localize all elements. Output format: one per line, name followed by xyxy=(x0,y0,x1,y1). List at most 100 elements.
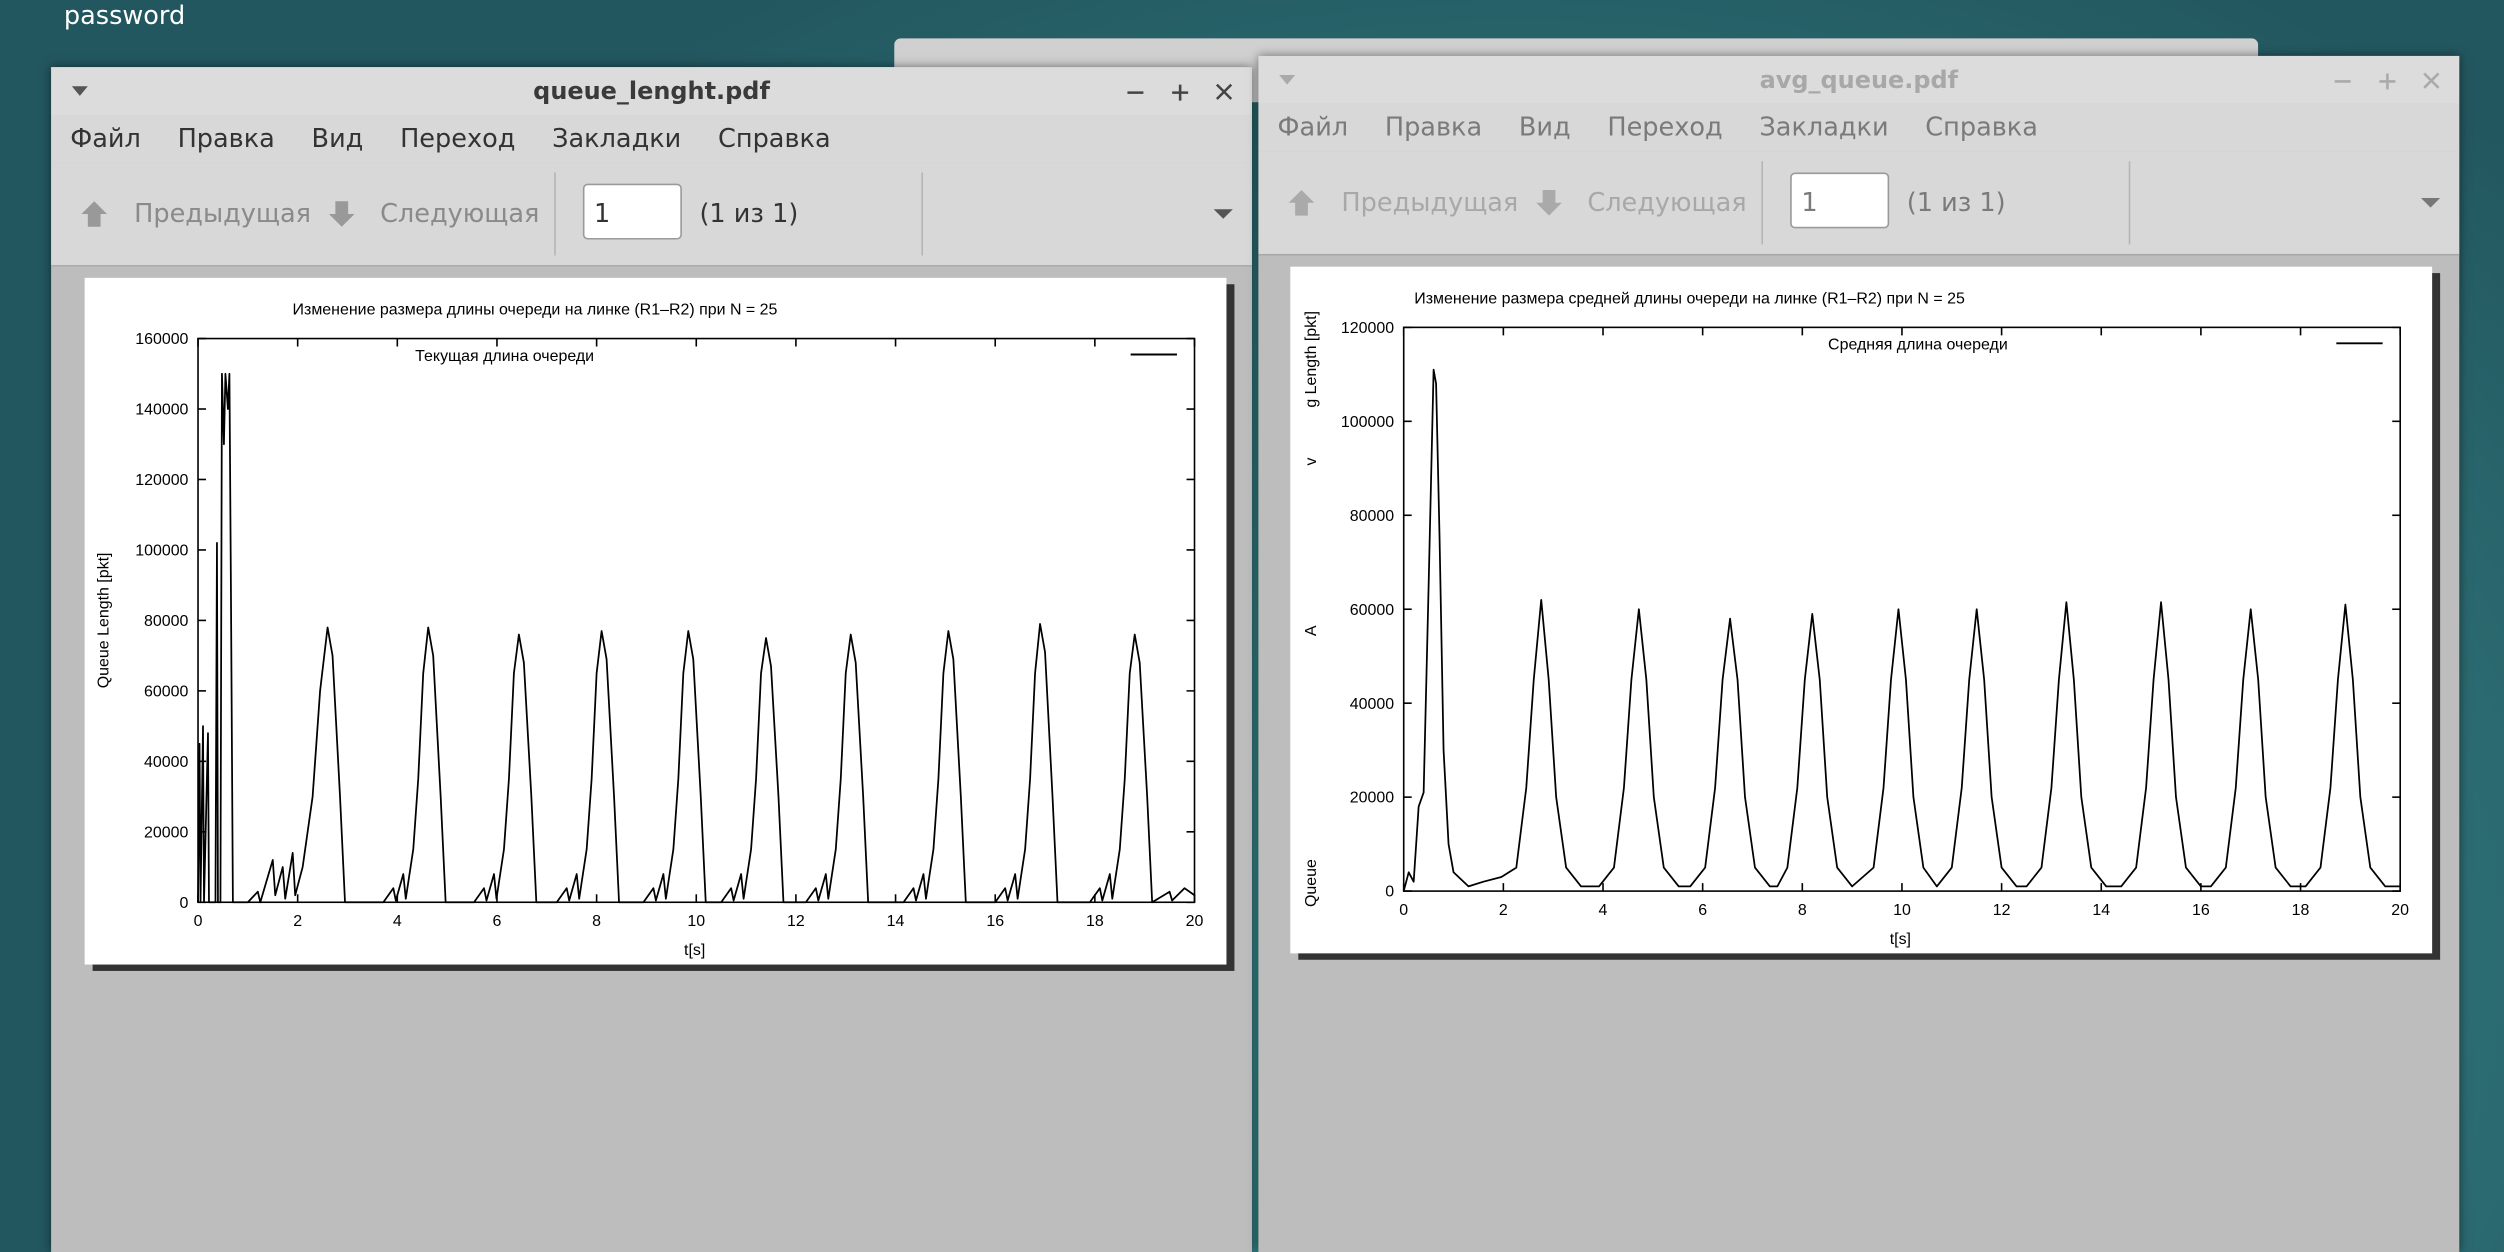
separator xyxy=(1761,161,1764,245)
window-controls[interactable] xyxy=(1124,80,1245,106)
y-tick-label: 160000 xyxy=(135,331,188,348)
menu-item[interactable]: Переход xyxy=(1607,111,1723,143)
prev-icon[interactable] xyxy=(78,198,110,230)
title-bar: avg_queue.pdf xyxy=(1258,55,2460,104)
y-tick-label: 140000 xyxy=(135,402,188,419)
x-tick-label: 18 xyxy=(2292,902,2310,919)
window-controls[interactable] xyxy=(2332,69,2453,95)
x-tick-label: 2 xyxy=(293,913,302,930)
desktop-label[interactable]: password xyxy=(63,0,186,31)
window[interactable]: avg_queue.pdf Файл Правка Вид Переход За… xyxy=(1258,55,2460,1252)
y-tick-label: 0 xyxy=(180,895,189,912)
x-tick-label: 8 xyxy=(1798,902,1807,919)
window-title: queue_lenght.pdf xyxy=(533,76,770,106)
y-tick-label: 20000 xyxy=(144,824,188,841)
y-tick-label: 40000 xyxy=(144,754,188,771)
menu-item[interactable]: Файл xyxy=(1277,111,1349,143)
x-tick-label: 20 xyxy=(2391,902,2409,919)
x-tick-label: 2 xyxy=(1499,902,1508,919)
x-tick-label: 4 xyxy=(393,913,402,930)
y-tick-label: 80000 xyxy=(144,613,188,630)
y-tick-label: 20000 xyxy=(1350,790,1394,807)
y-tick-label: 60000 xyxy=(1350,602,1394,619)
x-tick-label: 6 xyxy=(493,913,502,930)
next-button[interactable]: Следующая xyxy=(1587,186,1747,218)
y-tick-label: 60000 xyxy=(144,683,188,700)
menu-item[interactable]: Закладки xyxy=(552,122,682,154)
menu-item[interactable]: Справка xyxy=(1925,111,2038,143)
x-tick-label: 10 xyxy=(1893,902,1911,919)
x-tick-label: 14 xyxy=(2092,902,2110,919)
x-axis-label: t[s] xyxy=(1890,931,1911,948)
x-tick-label: 20 xyxy=(1186,913,1204,930)
x-tick-label: 4 xyxy=(1599,902,1608,919)
menu-item[interactable]: Закладки xyxy=(1759,111,1889,143)
page-input[interactable]: 1 xyxy=(1790,172,1890,229)
legend-label: Текущая длина очереди xyxy=(415,348,594,365)
prev-button[interactable]: Предыдущая xyxy=(134,198,312,229)
menu-item[interactable]: Переход xyxy=(400,122,516,154)
x-tick-label: 10 xyxy=(687,913,705,930)
window-menu-button[interactable] xyxy=(1278,72,1297,88)
menu-item[interactable]: Вид xyxy=(311,122,364,154)
separator xyxy=(2128,161,2131,245)
y-axis-label: Queue Length [pkt] xyxy=(96,553,113,689)
chart-title: Изменение размера длины очереди на линке… xyxy=(293,302,778,319)
series-line xyxy=(197,372,1196,904)
chart-title: Изменение размера средней длины очереди … xyxy=(1414,290,1965,307)
y-tick-label: 80000 xyxy=(1350,508,1394,525)
title-bar: queue_lenght.pdf xyxy=(51,67,1253,115)
toolbar-menu[interactable] xyxy=(1212,206,1234,222)
x-tick-label: 6 xyxy=(1698,902,1707,919)
x-tick-label: 16 xyxy=(2192,902,2210,919)
prev-icon[interactable] xyxy=(1286,187,1318,219)
y-tick-label: 120000 xyxy=(135,472,188,489)
page-input[interactable]: 1 xyxy=(582,183,682,240)
y-tick-label: 0 xyxy=(1385,884,1394,901)
next-button[interactable]: Следующая xyxy=(380,198,540,229)
x-tick-label: 0 xyxy=(1399,902,1408,919)
y-tick-label: 40000 xyxy=(1350,696,1394,713)
x-tick-label: 12 xyxy=(787,913,805,930)
y-axis-label: v xyxy=(1303,458,1320,466)
toolbar: Предыдущая Следующая 1 (1 из 1) xyxy=(51,162,1253,267)
y-axis-label: A xyxy=(1303,625,1320,636)
prev-button[interactable]: Предыдущая xyxy=(1341,186,1519,218)
x-axis-label: t[s] xyxy=(684,942,705,959)
separator xyxy=(921,172,924,256)
menu-bar: Файл Правка Вид Переход Закладки Справка xyxy=(1258,103,2460,152)
plot-frame xyxy=(197,337,1196,904)
window[interactable]: queue_lenght.pdf Файл Правка Вид Переход… xyxy=(51,67,1253,1252)
menu-item[interactable]: Правка xyxy=(177,122,275,154)
y-tick-label: 100000 xyxy=(135,543,188,560)
y-tick-label: 100000 xyxy=(1341,414,1394,431)
pdf-page: Изменение размера длины очереди на линке… xyxy=(84,277,1227,965)
series-line xyxy=(1402,368,2401,892)
y-axis-label: Queue xyxy=(1303,859,1320,907)
x-tick-label: 16 xyxy=(986,913,1004,930)
page-count: (1 из 1) xyxy=(1906,186,2006,218)
window-menu-button[interactable] xyxy=(70,83,89,99)
page-count: (1 из 1) xyxy=(699,198,799,229)
y-tick-label: 120000 xyxy=(1341,320,1394,337)
toolbar-menu[interactable] xyxy=(2419,195,2441,211)
menu-item[interactable]: Файл xyxy=(70,122,141,154)
x-tick-label: 0 xyxy=(194,913,203,930)
next-icon[interactable] xyxy=(326,198,358,230)
menu-bar: Файл Правка Вид Переход Закладки Справка xyxy=(51,114,1253,163)
toolbar: Предыдущая Следующая 1 (1 из 1) xyxy=(1258,151,2460,256)
separator xyxy=(554,172,556,256)
x-tick-label: 14 xyxy=(887,913,905,930)
menu-item[interactable]: Правка xyxy=(1384,111,1483,143)
menu-item[interactable]: Вид xyxy=(1518,111,1571,143)
next-icon[interactable] xyxy=(1533,187,1565,219)
y-axis-label: g Length [pkt] xyxy=(1303,311,1320,408)
menu-item[interactable]: Справка xyxy=(718,122,831,154)
x-tick-label: 18 xyxy=(1086,913,1104,930)
x-tick-label: 12 xyxy=(1993,902,2011,919)
x-tick-label: 8 xyxy=(592,913,601,930)
window-title: avg_queue.pdf xyxy=(1759,65,1959,95)
pdf-page: Изменение размера средней длины очереди … xyxy=(1290,266,2433,954)
